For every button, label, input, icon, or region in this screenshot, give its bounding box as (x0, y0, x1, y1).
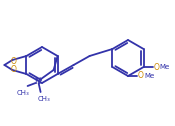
Text: O: O (10, 56, 16, 66)
Text: Me: Me (144, 73, 154, 79)
Text: CH₃: CH₃ (16, 90, 29, 96)
Text: CH₃: CH₃ (37, 96, 50, 102)
Text: N: N (34, 77, 41, 87)
Text: O: O (154, 62, 159, 71)
Text: Me: Me (160, 64, 170, 70)
Text: O: O (138, 71, 144, 81)
Text: O: O (10, 65, 16, 73)
